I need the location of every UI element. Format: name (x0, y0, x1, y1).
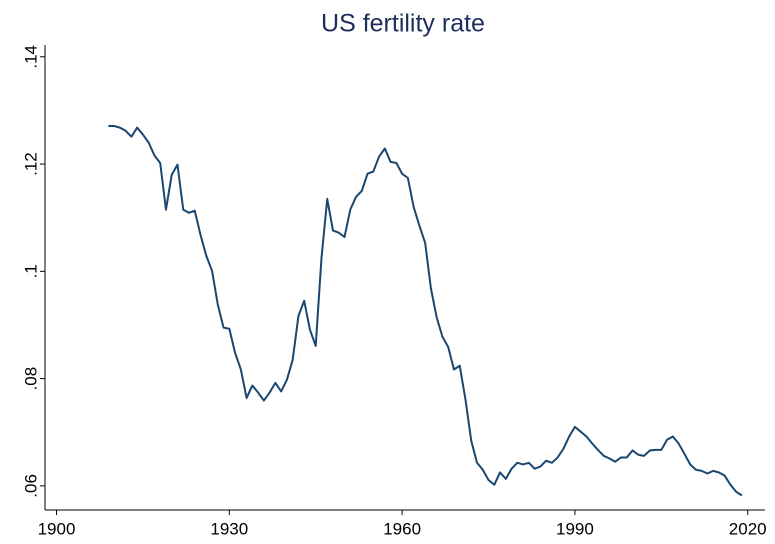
y-tick-label: .1 (21, 264, 40, 278)
x-tick-label: 1960 (383, 519, 421, 538)
y-tick-label: .12 (21, 152, 40, 176)
chart-title: US fertility rate (321, 10, 485, 38)
y-tick-label: .08 (21, 367, 40, 391)
x-tick-label: 1900 (38, 519, 76, 538)
y-tick-label: .06 (21, 474, 40, 498)
x-tick-label: 1930 (210, 519, 248, 538)
data-line (108, 124, 743, 497)
x-tick-label: 2020 (729, 519, 767, 538)
x-tick-label: 1990 (556, 519, 594, 538)
y-tick-label: .14 (21, 45, 40, 69)
